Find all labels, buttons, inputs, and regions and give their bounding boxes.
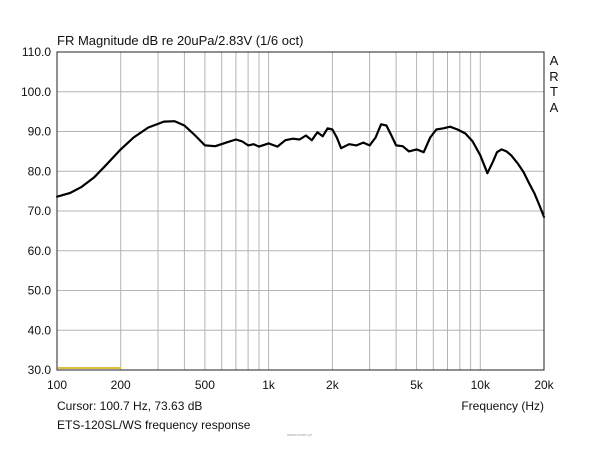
y-tick-label: 80.0 — [28, 164, 52, 178]
x-tick-label: 5k — [410, 378, 424, 392]
x-tick-label: 10k — [471, 378, 491, 392]
chart-title: FR Magnitude dB re 20uPa/2.83V (1/6 oct) — [57, 33, 304, 48]
y-tick-label: 40.0 — [28, 323, 52, 337]
chart-caption: ETS-120SL/WS frequency response — [57, 418, 251, 432]
x-tick-label: 2k — [326, 378, 340, 392]
x-tick-label: 500 — [195, 378, 215, 392]
x-axis-ticks: 100 200 500 1k 2k 5k 10k 20k — [47, 378, 555, 392]
brand-letter: R — [549, 68, 559, 84]
x-tick-label: 20k — [534, 378, 554, 392]
y-tick-label: 90.0 — [28, 125, 52, 139]
y-tick-label: 110.0 — [22, 45, 51, 59]
plot-frame — [56, 51, 545, 371]
cursor-readout: Cursor: 100.7 Hz, 73.63 dB — [57, 399, 203, 413]
arta-brand: A R T A — [548, 53, 560, 115]
brand-letter: A — [549, 53, 559, 68]
y-tick-label: 30.0 — [28, 363, 52, 377]
series-line — [55, 120, 546, 219]
grid-lines — [57, 52, 544, 370]
x-tick-label: 100 — [47, 378, 67, 392]
y-tick-label: 60.0 — [28, 244, 52, 258]
y-axis-ticks: 30.0 40.0 50.0 60.0 70.0 80.0 90.0 100.0 110.0 — [21, 45, 51, 377]
watermark: www.ceneo.pl — [287, 432, 312, 437]
y-tick-label: 100.0 — [21, 85, 51, 99]
y-tick-label: 50.0 — [28, 284, 52, 298]
x-tick-label: 200 — [111, 378, 131, 392]
brand-letter: T — [550, 84, 558, 99]
brand-letter: A — [549, 99, 559, 115]
x-tick-label: 1k — [262, 378, 276, 392]
y-tick-label: 70.0 — [28, 204, 52, 218]
x-axis-label: Frequency (Hz) — [461, 399, 544, 413]
